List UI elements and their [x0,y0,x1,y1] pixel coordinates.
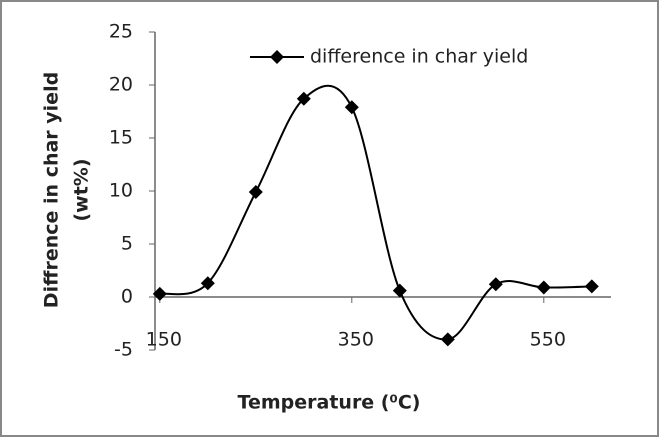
y-tick-label: 0 [121,286,133,308]
y-tick-label: 5 [121,233,133,255]
marker [440,332,455,347]
x-tick-label: 550 [530,329,566,351]
x-axis-label: Temperature (⁰C) [238,392,421,414]
legend-marker [270,50,284,64]
marker [296,91,311,106]
y-tick-label: 25 [109,21,133,43]
marker [536,280,551,295]
marker [152,286,167,301]
x-tick-label: 150 [146,329,182,351]
x-tick-label: 350 [338,329,374,351]
marker [200,276,215,291]
y-tick-label: 10 [109,180,133,202]
y-axis-label: Diffrence in char yield [41,72,63,308]
marker [488,277,503,292]
marker [248,185,263,200]
series-line [159,84,592,341]
y-tick-label: -5 [114,339,133,361]
y-axis-label: (wt%) [71,158,93,221]
y-tick-label: 20 [109,74,133,96]
marker [344,100,359,115]
legend-label: difference in char yield [310,46,528,68]
marker [584,279,599,294]
y-tick-label: 15 [109,127,133,149]
marker [392,283,407,298]
